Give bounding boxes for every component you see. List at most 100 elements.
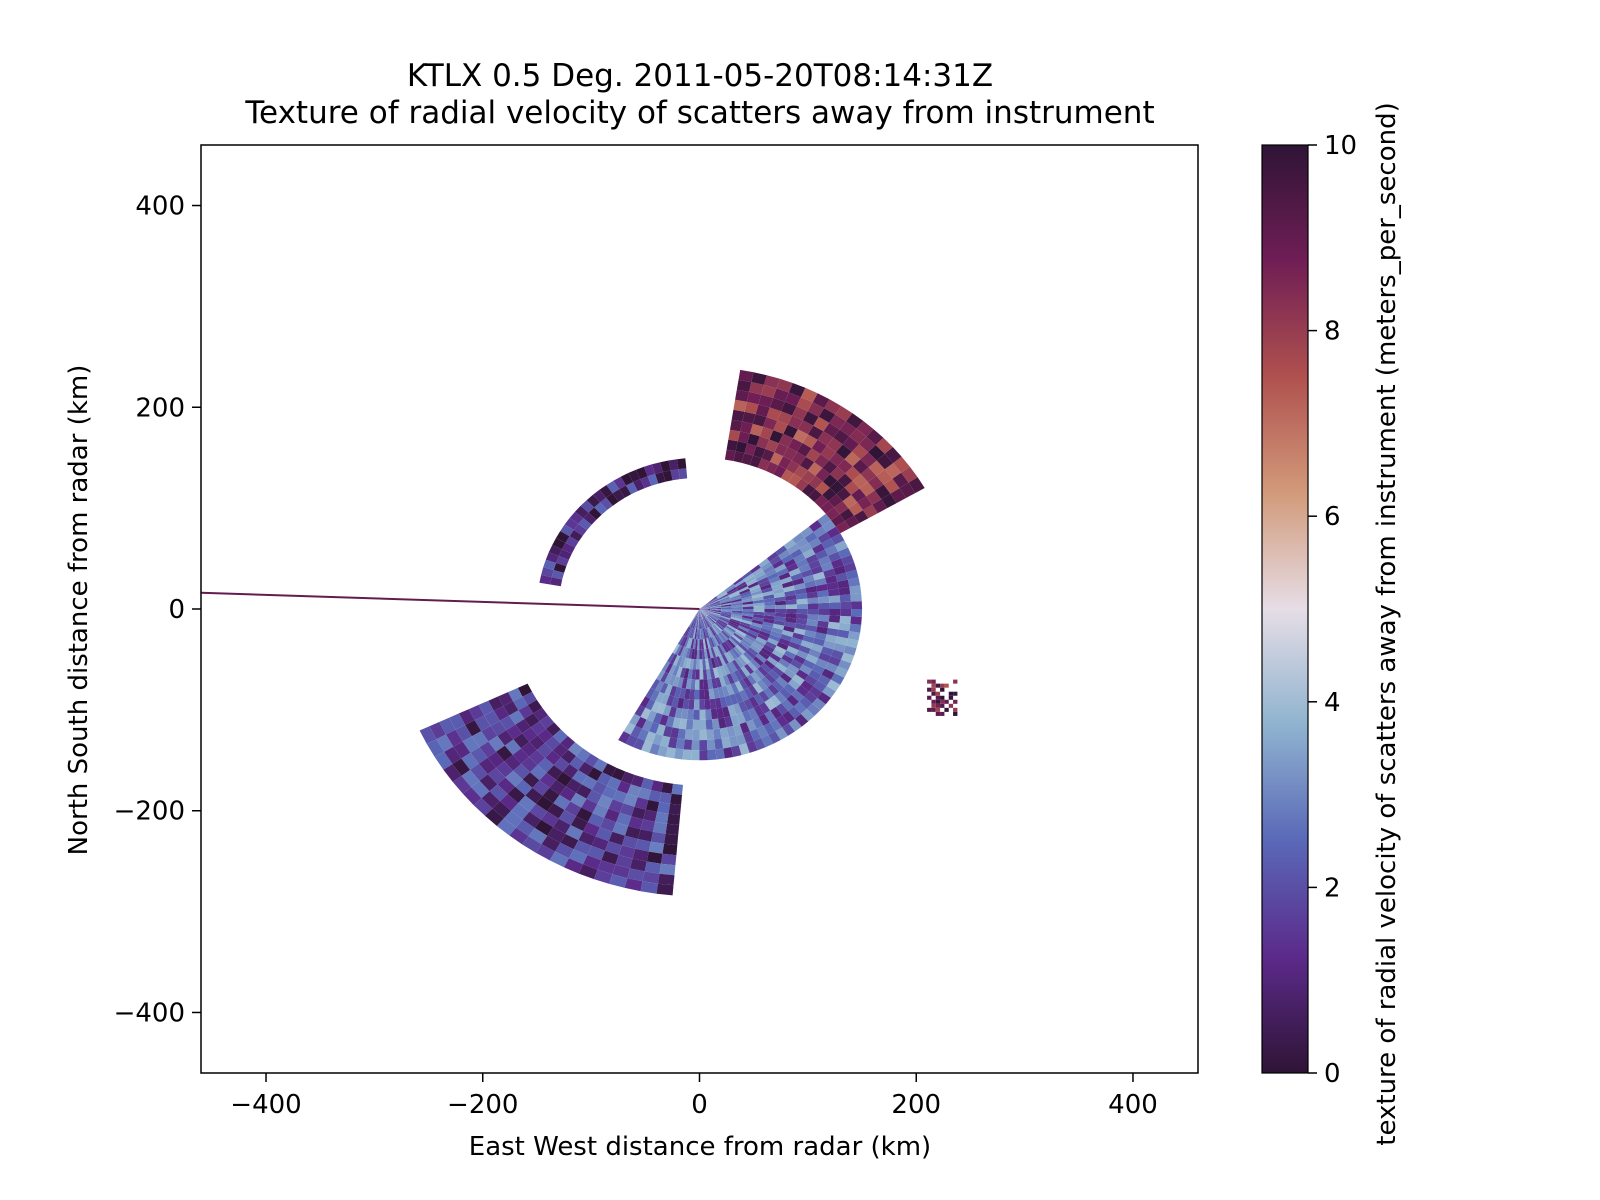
echo-cell [760,676,772,688]
echo-cell [597,794,613,809]
echo-cell [624,878,643,892]
echo-cell [717,592,728,599]
echo-cell [750,423,764,437]
echo-cell [664,684,673,696]
echo-cell [695,618,698,629]
echo-region-north-northwest-arc [539,458,688,587]
echo-cell [784,392,801,407]
echo-cell [823,422,840,438]
echo-cell [465,720,482,737]
echo-cell [726,684,735,696]
echo-cell [725,640,734,650]
echo-cell [731,648,741,658]
echo-cell [753,705,765,717]
echo-cell [721,630,731,639]
echo-cell [835,444,852,460]
echo-cell [931,707,936,712]
echo-cell [730,419,743,432]
echo-cell [834,501,849,515]
echo-cell [532,780,550,796]
echo-cell [767,572,779,581]
echo-cell [735,644,746,654]
echo-cell [679,687,686,699]
echo-cell [802,635,815,644]
echo-cell [834,540,848,552]
echo-cell [772,588,785,595]
echo-cell [739,640,750,650]
echo-cell [700,619,702,630]
echo-cell [931,683,936,688]
echo-cell [754,669,765,680]
echo-cell [670,727,680,739]
echo-cell [817,590,829,598]
echo-cell [772,666,784,677]
echo-cell [699,609,705,619]
echo-cell [740,621,751,628]
echo-cell [485,808,504,826]
echo-cell [701,628,705,640]
echo-cell [850,616,862,625]
echo-cell [774,600,787,606]
echo-cell [488,696,504,711]
echo-cell [805,554,819,564]
echo-cell [731,409,745,422]
echo-cell [553,818,571,834]
echo-cell [699,750,708,761]
echo-cell [703,618,709,628]
echo-cell [697,609,700,619]
echo-cell [728,735,739,748]
echo-cell [646,710,657,722]
echo-cell [767,684,780,696]
echo-cell [648,841,665,854]
echo-cell [709,611,721,616]
echo-cell [699,609,701,620]
echo-cell [551,570,565,580]
echo-cell [706,638,711,649]
echo-cell [756,725,769,738]
echo-cell [764,612,776,617]
echo-cell [738,701,748,713]
echo-cell [839,615,851,624]
echo-cell [644,861,661,874]
echo-cell [751,590,763,596]
echo-cell [699,609,706,618]
echo-cell [793,701,807,714]
echo-cell [597,860,616,875]
echo-cell [471,780,490,799]
echo-cell [618,731,631,744]
echo-cell [586,494,600,508]
echo-cell [613,476,626,490]
echo-cell [788,706,801,719]
echo-cell [714,697,722,709]
echo-cell [828,595,841,603]
echo-cell [553,757,570,772]
echo-cell [722,706,731,718]
echo-cell [522,691,537,706]
echo-cell [812,664,825,675]
echo-cell [521,741,537,757]
echo-cell [683,626,690,636]
echo-cell [830,466,846,481]
echo-cell [516,819,535,837]
echo-cell [630,774,645,788]
echo-cell [541,835,561,852]
echo-cell [742,603,754,607]
echo-cell [604,808,620,823]
echo-cell [710,606,722,609]
echo-cell [785,617,797,624]
echo-cell [757,633,769,642]
echo-cell [630,725,643,738]
echo-cell [750,624,762,631]
echo-cell [564,801,582,817]
echo-cell [513,763,531,780]
echo-cell [592,489,607,503]
echo-cell [646,851,663,864]
echo-cell [707,637,713,648]
echo-cell [702,669,708,680]
echo-cell [822,487,837,501]
echo-cell [560,524,574,537]
echo-cell [833,642,846,653]
echo-cell [764,605,776,609]
echo-cell [838,622,851,632]
echo-cell [935,707,941,712]
